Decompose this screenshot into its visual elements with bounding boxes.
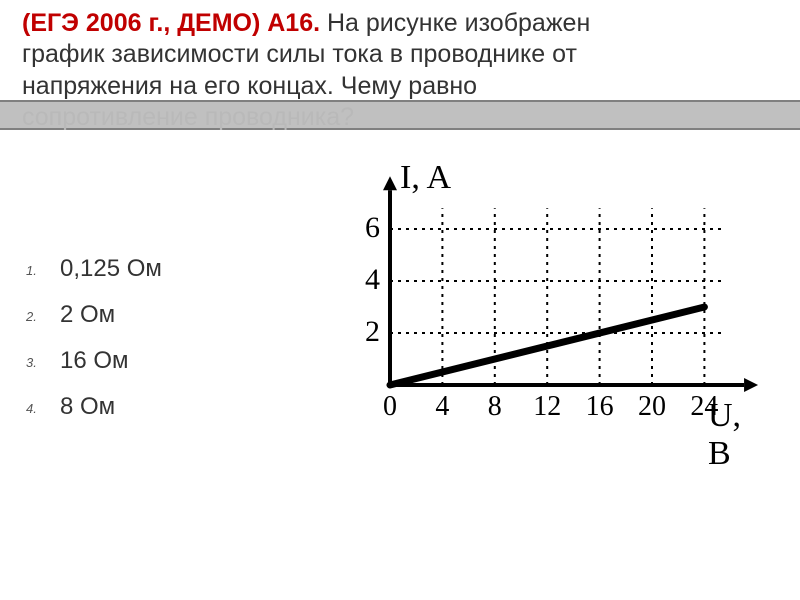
x-tick-label: 24 [686,391,722,423]
y-tick-label: 6 [350,211,380,245]
x-tick-label: 20 [634,391,670,423]
answer-number: 1. [26,263,37,278]
answer-option: 1.0,125 Ом [60,255,162,283]
question-text: (ЕГЭ 2006 г., ДЕМО) А16. На рисунке изоб… [22,8,782,133]
question-line1: На рисунке изображен [320,9,590,37]
answer-number: 4. [26,401,37,416]
answer-option: 3.16 Ом [60,347,162,375]
x-tick-label: 4 [424,391,460,423]
answer-text: 8 Ом [60,393,115,420]
answer-option: 4.8 Ом [60,393,162,421]
chart-container: I, A U, В 24604812162024 [300,165,760,465]
question-line4: сопротивление проводника? [22,103,354,131]
question-source: (ЕГЭ 2006 г., ДЕМО) А16. [22,9,320,37]
y-axis-label: I, A [400,159,451,197]
answer-text: 0,125 Ом [60,255,162,282]
answer-text: 2 Ом [60,301,115,328]
answer-text: 16 Ом [60,347,129,374]
x-tick-label: 12 [529,391,565,423]
question-line2: график зависимости силы тока в проводник… [22,40,577,68]
question-line3: напряжения на его концах. Чему равно [22,72,477,100]
y-tick-label: 4 [350,263,380,297]
answer-list: 1.0,125 Ом 2.2 Ом 3.16 Ом 4.8 Ом [60,255,162,439]
x-tick-label: 8 [477,391,513,423]
answer-number: 3. [26,355,37,370]
answer-option: 2.2 Ом [60,301,162,329]
y-tick-label: 2 [350,315,380,349]
answer-number: 2. [26,309,37,324]
x-tick-label: 16 [582,391,618,423]
x-tick-label: 0 [372,391,408,423]
